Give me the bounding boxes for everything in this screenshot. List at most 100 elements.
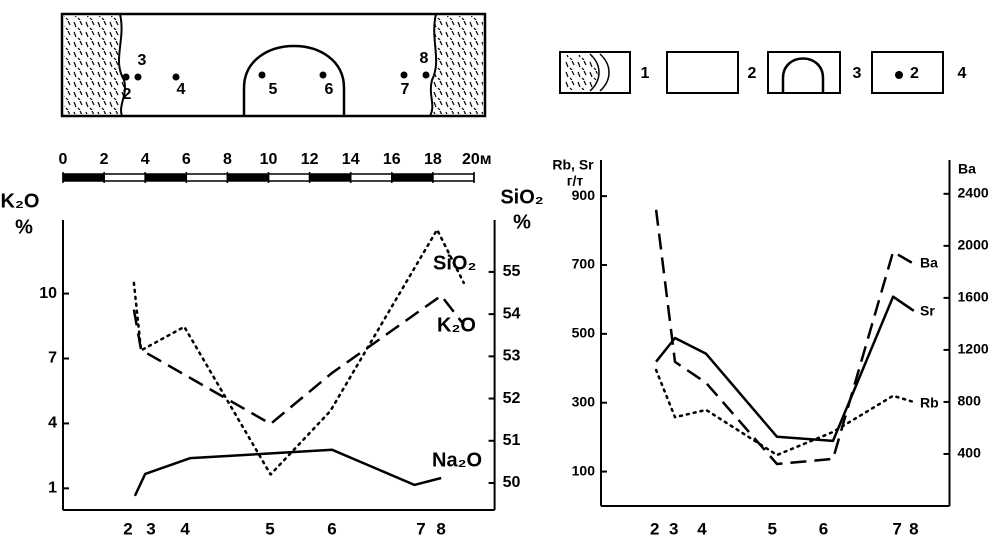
y2-tick-label: 800 <box>958 393 982 409</box>
legend-label: 4 <box>958 65 967 82</box>
y2-tick-label: 51 <box>503 432 521 449</box>
contact-right <box>429 13 438 117</box>
y2-axis-title: Ba <box>958 161 976 177</box>
x-tick-label: 6 <box>327 519 336 538</box>
series-line <box>132 294 465 426</box>
series-label: Ba <box>920 255 938 271</box>
y-tick-label: 1 <box>48 480 57 497</box>
x-tick-label: 4 <box>697 519 707 538</box>
y2-tick-label: 54 <box>503 305 521 322</box>
scale-label: 4 <box>141 151 150 168</box>
y2-tick-label: 55 <box>503 263 521 280</box>
legend-label: 3 <box>853 65 862 82</box>
y-tick-label: 300 <box>572 393 596 409</box>
y-axis-title: K₂O <box>1 190 40 212</box>
y2-tick-label: 53 <box>503 348 521 365</box>
y-tick-label: 500 <box>572 325 596 341</box>
scale-label: 2 <box>100 151 109 168</box>
sample-point <box>319 71 327 79</box>
legend-box <box>559 51 631 94</box>
scale-label: 10 <box>260 151 278 168</box>
scale-label: 8 <box>223 151 232 168</box>
series-line <box>655 295 915 443</box>
series-label: SiO₂ <box>433 252 476 274</box>
sample-point <box>400 71 408 79</box>
sample-point <box>134 73 142 81</box>
scale-label: 6 <box>182 151 191 168</box>
scale-segment <box>391 173 434 182</box>
scale-segment <box>432 173 475 182</box>
series-line <box>654 368 916 457</box>
x-tick-label: 3 <box>146 519 155 538</box>
y-tick-label: 10 <box>39 285 57 302</box>
y2-axis-unit: % <box>513 211 531 233</box>
y-tick-label: 7 <box>48 350 57 367</box>
sample-label: 8 <box>420 50 429 67</box>
sample-label: 2 <box>123 86 132 103</box>
legend-label: 2 <box>748 65 757 82</box>
x-tick-label: 2 <box>123 519 132 538</box>
sample-point <box>258 71 266 79</box>
section-frame <box>60 12 487 118</box>
legend-box <box>767 51 841 94</box>
x-tick-label: 6 <box>819 519 828 538</box>
scale-label: 16 <box>383 151 401 168</box>
legend-label: 1 <box>641 65 650 82</box>
sample-point <box>172 73 180 81</box>
series-line <box>133 448 442 497</box>
contact-left <box>117 13 126 117</box>
x-tick-label: 7 <box>416 519 425 538</box>
y2-tick-label: 50 <box>503 474 521 491</box>
legend-arcs <box>589 53 610 92</box>
y2-tick-label: 2000 <box>958 237 989 253</box>
legend-dot <box>895 71 903 79</box>
schematic <box>60 12 487 118</box>
y-tick-label: 900 <box>572 187 596 203</box>
y-tick-label: 100 <box>572 462 596 478</box>
scale-label: 18 <box>424 151 442 168</box>
scale-segment <box>349 173 393 182</box>
sample-label: 6 <box>325 81 334 98</box>
series-line <box>132 228 466 476</box>
sample-label: 3 <box>138 52 147 69</box>
legend-dome <box>781 57 825 93</box>
scale-segment <box>267 173 311 182</box>
legend-box <box>871 51 944 94</box>
scale-segment <box>144 173 188 182</box>
x-tick-label: 5 <box>767 519 776 538</box>
wall-rock-right <box>430 16 483 114</box>
sample-point <box>122 73 130 81</box>
scale-segment <box>62 173 105 182</box>
y2-tick-label: 2400 <box>958 185 989 201</box>
scale-label: 0 <box>59 151 68 168</box>
scale-segment <box>185 173 229 182</box>
sample-point <box>422 71 430 79</box>
y2-axis-title: SiO₂ <box>500 186 543 208</box>
y2-tick-label: 1600 <box>958 289 989 305</box>
wall-rock-left <box>64 16 125 114</box>
scale-label: 14 <box>342 151 360 168</box>
sample-label: 7 <box>401 81 410 98</box>
series-label: Rb <box>920 395 939 411</box>
legend: 2 <box>559 51 944 94</box>
series-label: Na₂O <box>432 449 482 471</box>
y-tick-label: 700 <box>572 256 596 272</box>
y2-tick-label: 400 <box>958 445 982 461</box>
scale-label: 20м <box>462 151 492 168</box>
x-tick-label: 8 <box>436 519 445 538</box>
legend-box <box>666 51 739 94</box>
series-line <box>654 209 915 466</box>
dome <box>242 44 346 116</box>
series-label: Sr <box>920 303 935 319</box>
y-axis-unit: % <box>15 216 33 238</box>
x-tick-label: 4 <box>180 519 190 538</box>
y-axis-unit: г/т <box>567 173 584 189</box>
y2-tick-label: 52 <box>503 390 521 407</box>
y-tick-label: 4 <box>48 415 57 432</box>
x-tick-label: 3 <box>669 519 678 538</box>
x-tick-label: 7 <box>892 519 901 538</box>
x-tick-label: 8 <box>909 519 918 538</box>
x-tick-label: 5 <box>265 519 274 538</box>
